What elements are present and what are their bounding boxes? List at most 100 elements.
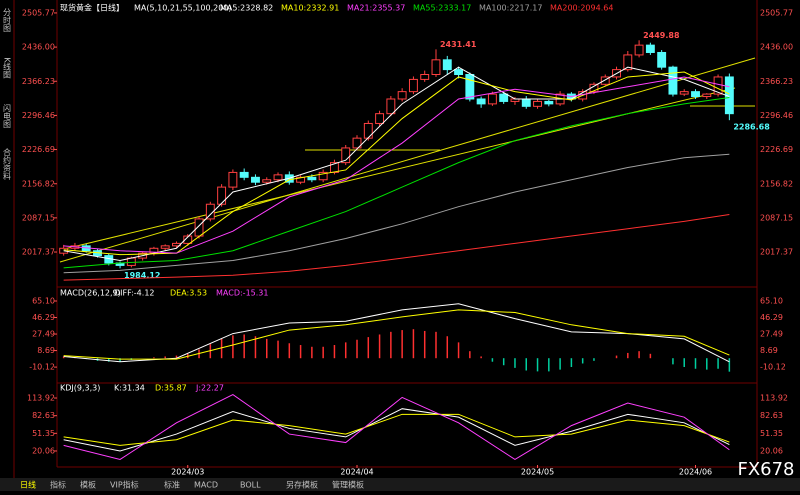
indicator-line <box>63 66 730 262</box>
candle-body <box>397 91 407 100</box>
candle-body <box>657 51 667 68</box>
candle-body <box>363 122 373 139</box>
bottom-tab[interactable]: BOLL <box>240 481 261 490</box>
indicator-line <box>63 309 730 360</box>
candle-body <box>442 59 452 71</box>
candle-body <box>454 69 464 76</box>
y-tick-label-right: 65.10 <box>760 296 783 305</box>
tab-bar <box>0 478 800 491</box>
sidebar-tab[interactable]: 合约资料 <box>3 147 12 181</box>
y-tick-label-right: 2087.15 <box>760 213 793 222</box>
legend-entry: J:22.27 <box>195 384 224 393</box>
y-tick-label-right: 2366.23 <box>760 77 793 86</box>
candle-body <box>386 98 396 115</box>
candle-body <box>194 218 204 237</box>
candle-body <box>634 44 644 56</box>
candle-body <box>352 137 362 149</box>
candle-body <box>273 174 283 181</box>
indicator-line <box>63 413 730 446</box>
candle-body <box>262 179 272 183</box>
candle-body <box>600 76 610 85</box>
panel-title: KDJ(9,3,3) <box>60 384 100 393</box>
bottom-tab[interactable]: 标准 <box>164 480 180 490</box>
candle-body <box>476 98 486 105</box>
y-tick-label: 8.69 <box>37 346 55 355</box>
indicator-line <box>63 153 730 274</box>
sidebar-tab[interactable]: K线图 <box>3 57 12 79</box>
y-tick-label-right: 27.49 <box>760 330 783 339</box>
panel-title: MACD(26,12,9) <box>60 289 121 298</box>
x-tick-label: 2024/05 <box>521 468 554 477</box>
legend-entry: MA5:2328.82 <box>220 4 273 13</box>
indicator-line <box>63 214 730 281</box>
candle-body <box>521 98 531 107</box>
candle-body <box>623 54 633 71</box>
candle-body <box>465 74 475 100</box>
x-tick-label: 2024/06 <box>679 468 712 477</box>
price-annotation: 1984.12 <box>124 271 160 280</box>
candle-body <box>487 93 497 105</box>
candle-body <box>420 74 430 80</box>
candle-body <box>341 147 351 164</box>
panel-subtitle: MA(5,10,21,55,100,200) <box>134 4 232 13</box>
y-tick-label-right: 2017.37 <box>760 248 793 257</box>
sidebar-tab[interactable]: 闪电图 <box>3 104 12 129</box>
y-tick-label: 113.92 <box>27 394 55 403</box>
indicator-line <box>63 408 730 452</box>
price-annotation: 2286.68 <box>733 123 770 132</box>
candle-body <box>375 113 385 124</box>
candle-body <box>217 186 227 205</box>
candle-body <box>307 176 317 181</box>
bottom-tab[interactable]: 指标 <box>50 480 66 490</box>
bottom-tab[interactable]: 管理模板 <box>332 480 364 490</box>
candle-body <box>183 235 193 244</box>
legend-entry: MACD:-15.31 <box>216 289 268 298</box>
legend-entry: MA200:2094.64 <box>550 4 613 13</box>
sidebar-tab[interactable]: 分时图 <box>3 8 12 33</box>
legend-entry: K:31.34 <box>114 384 145 393</box>
indicator-line <box>63 76 730 254</box>
y-tick-label: 2436.00 <box>22 43 55 52</box>
candle-body <box>239 171 249 178</box>
legend-entry: D:35.87 <box>155 384 187 393</box>
y-tick-label: 2087.15 <box>22 213 55 222</box>
y-tick-label: 65.10 <box>32 296 55 305</box>
y-tick-label: 2156.82 <box>22 179 55 188</box>
candle-body <box>251 176 260 183</box>
y-tick-label: 51.35 <box>32 429 55 438</box>
y-tick-label: 27.49 <box>32 330 55 339</box>
candle-body <box>499 93 509 102</box>
bottom-tab[interactable]: 日线 <box>20 480 36 490</box>
y-tick-label-right: -10.12 <box>760 363 786 372</box>
y-tick-label: 2296.46 <box>22 111 55 120</box>
y-tick-label-right: 46.29 <box>760 313 783 322</box>
indicator-line <box>63 394 730 461</box>
candle-body <box>533 100 542 107</box>
legend-entry: MA100:2217.17 <box>479 4 542 13</box>
y-tick-label-right: 20.06 <box>760 446 783 455</box>
panel-title: 现货黄金【日线】 <box>60 3 124 13</box>
bottom-tab[interactable]: VIP指标 <box>110 480 139 490</box>
y-tick-label: 82.63 <box>32 411 55 420</box>
bottom-tab[interactable]: 另存模板 <box>286 480 318 490</box>
candle-body <box>318 171 328 181</box>
legend-entry: DEA:3.53 <box>170 289 207 298</box>
candle-body <box>160 245 170 249</box>
price-annotation: 2449.88 <box>643 31 680 40</box>
y-tick-label: 46.29 <box>32 313 55 322</box>
candle-body <box>431 59 441 76</box>
bottom-tab[interactable]: 模板 <box>80 480 96 490</box>
y-tick-label: -10.12 <box>29 363 55 372</box>
legend-entry: MA55:2333.17 <box>413 4 471 13</box>
logo: FX678 <box>737 459 794 480</box>
x-tick-label: 2024/04 <box>340 468 373 477</box>
y-tick-label-right: 2226.69 <box>760 145 793 154</box>
x-tick-label: 2024/03 <box>171 468 204 477</box>
candle-body <box>645 44 655 53</box>
y-tick-label-right: 2436.00 <box>760 43 793 52</box>
y-tick-label-right: 2505.77 <box>760 8 793 17</box>
frame <box>13 0 758 478</box>
bottom-tab[interactable]: MACD <box>194 481 218 490</box>
y-tick-label-right: 51.35 <box>760 429 783 438</box>
